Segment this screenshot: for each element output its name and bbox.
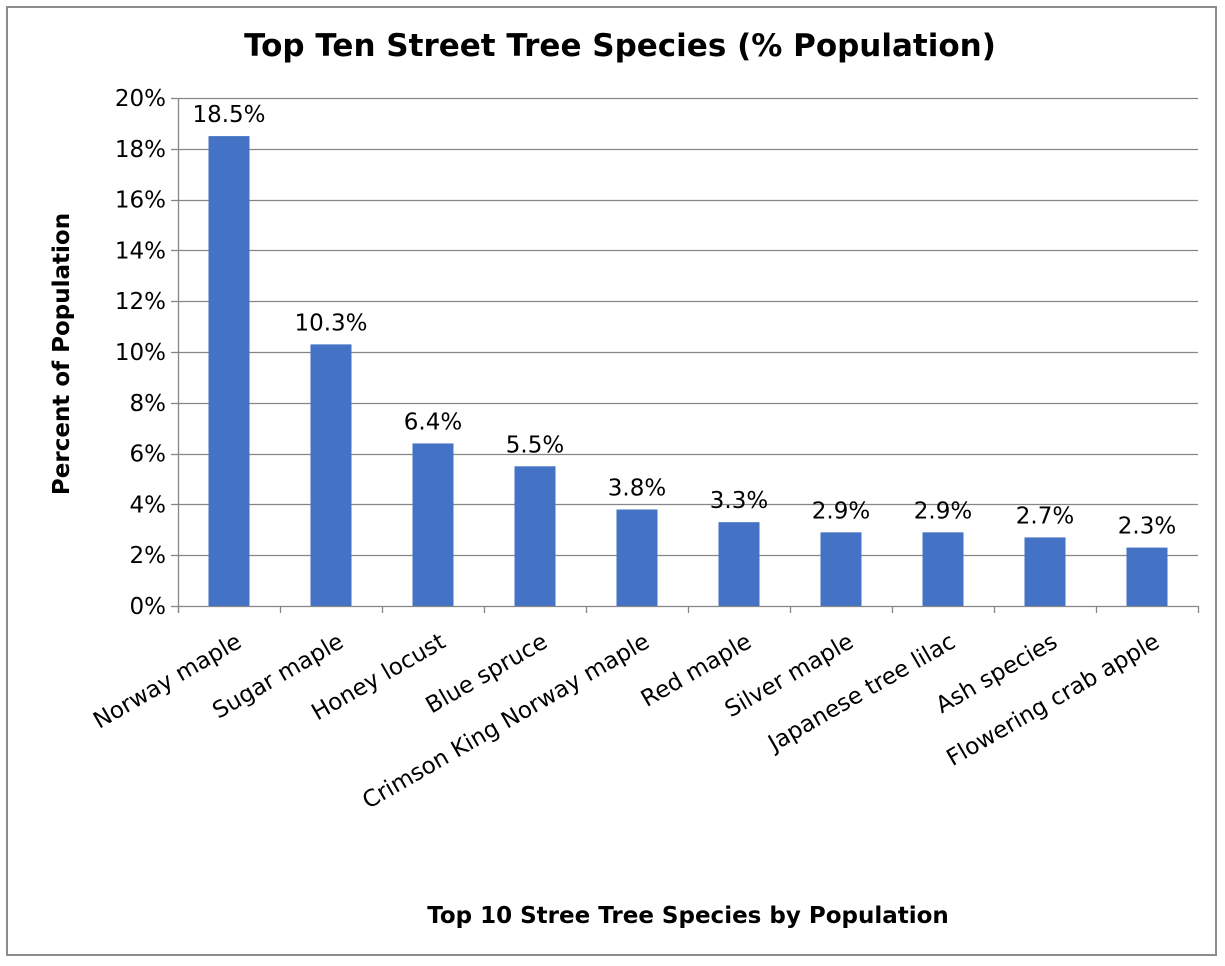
data-label: 3.8% — [608, 475, 666, 501]
x-category-label: Japanese tree lilac — [762, 629, 960, 758]
y-tick-label: 6% — [130, 442, 167, 468]
y-tick-label: 12% — [115, 289, 166, 315]
data-label: 2.7% — [1016, 503, 1074, 529]
y-tick-label: 0% — [130, 594, 167, 620]
y-tick-label: 16% — [115, 188, 166, 214]
bars — [208, 136, 1168, 606]
bar — [922, 532, 964, 606]
y-tick-label: 14% — [115, 238, 166, 264]
data-label: 2.9% — [914, 498, 972, 524]
y-tick-label: 8% — [130, 391, 167, 417]
y-axis-ticks: 0% 2% 4% 6% 8% 10% 12% 14% 16% 18% 20% — [115, 86, 166, 620]
y-tick-label: 18% — [115, 137, 166, 163]
bar — [412, 443, 454, 606]
axes — [171, 97, 1200, 613]
y-tick-label: 2% — [130, 543, 167, 569]
bar — [718, 522, 760, 606]
y-tick-label: 4% — [130, 492, 167, 518]
data-label: 2.3% — [1118, 514, 1176, 540]
data-label: 18.5% — [192, 102, 265, 128]
bar — [1126, 547, 1168, 606]
chart-frame — [6, 6, 1217, 956]
bar — [1024, 537, 1066, 606]
bar — [820, 532, 862, 606]
y-tick-label: 20% — [115, 86, 166, 112]
data-label: 10.3% — [294, 310, 367, 336]
data-labels: 18.5% 10.3% 6.4% 5.5% 3.8% 3.3% 2.9% 2.9% 2.7% 2.… — [192, 102, 1176, 539]
bar — [208, 136, 250, 606]
data-label: 5.5% — [506, 432, 564, 458]
x-axis-title: Top 10 Stree Tree Species by Population — [427, 903, 949, 929]
data-label: 3.3% — [710, 488, 768, 514]
bar — [514, 466, 556, 606]
bar — [616, 509, 658, 606]
chart-title: Top Ten Street Tree Species (% Populatio… — [244, 28, 996, 64]
y-tick-label: 10% — [115, 340, 166, 366]
bar — [310, 344, 352, 606]
data-label: 2.9% — [812, 498, 870, 524]
y-axis-title: Percent of Population — [49, 213, 75, 495]
data-label: 6.4% — [404, 409, 462, 435]
